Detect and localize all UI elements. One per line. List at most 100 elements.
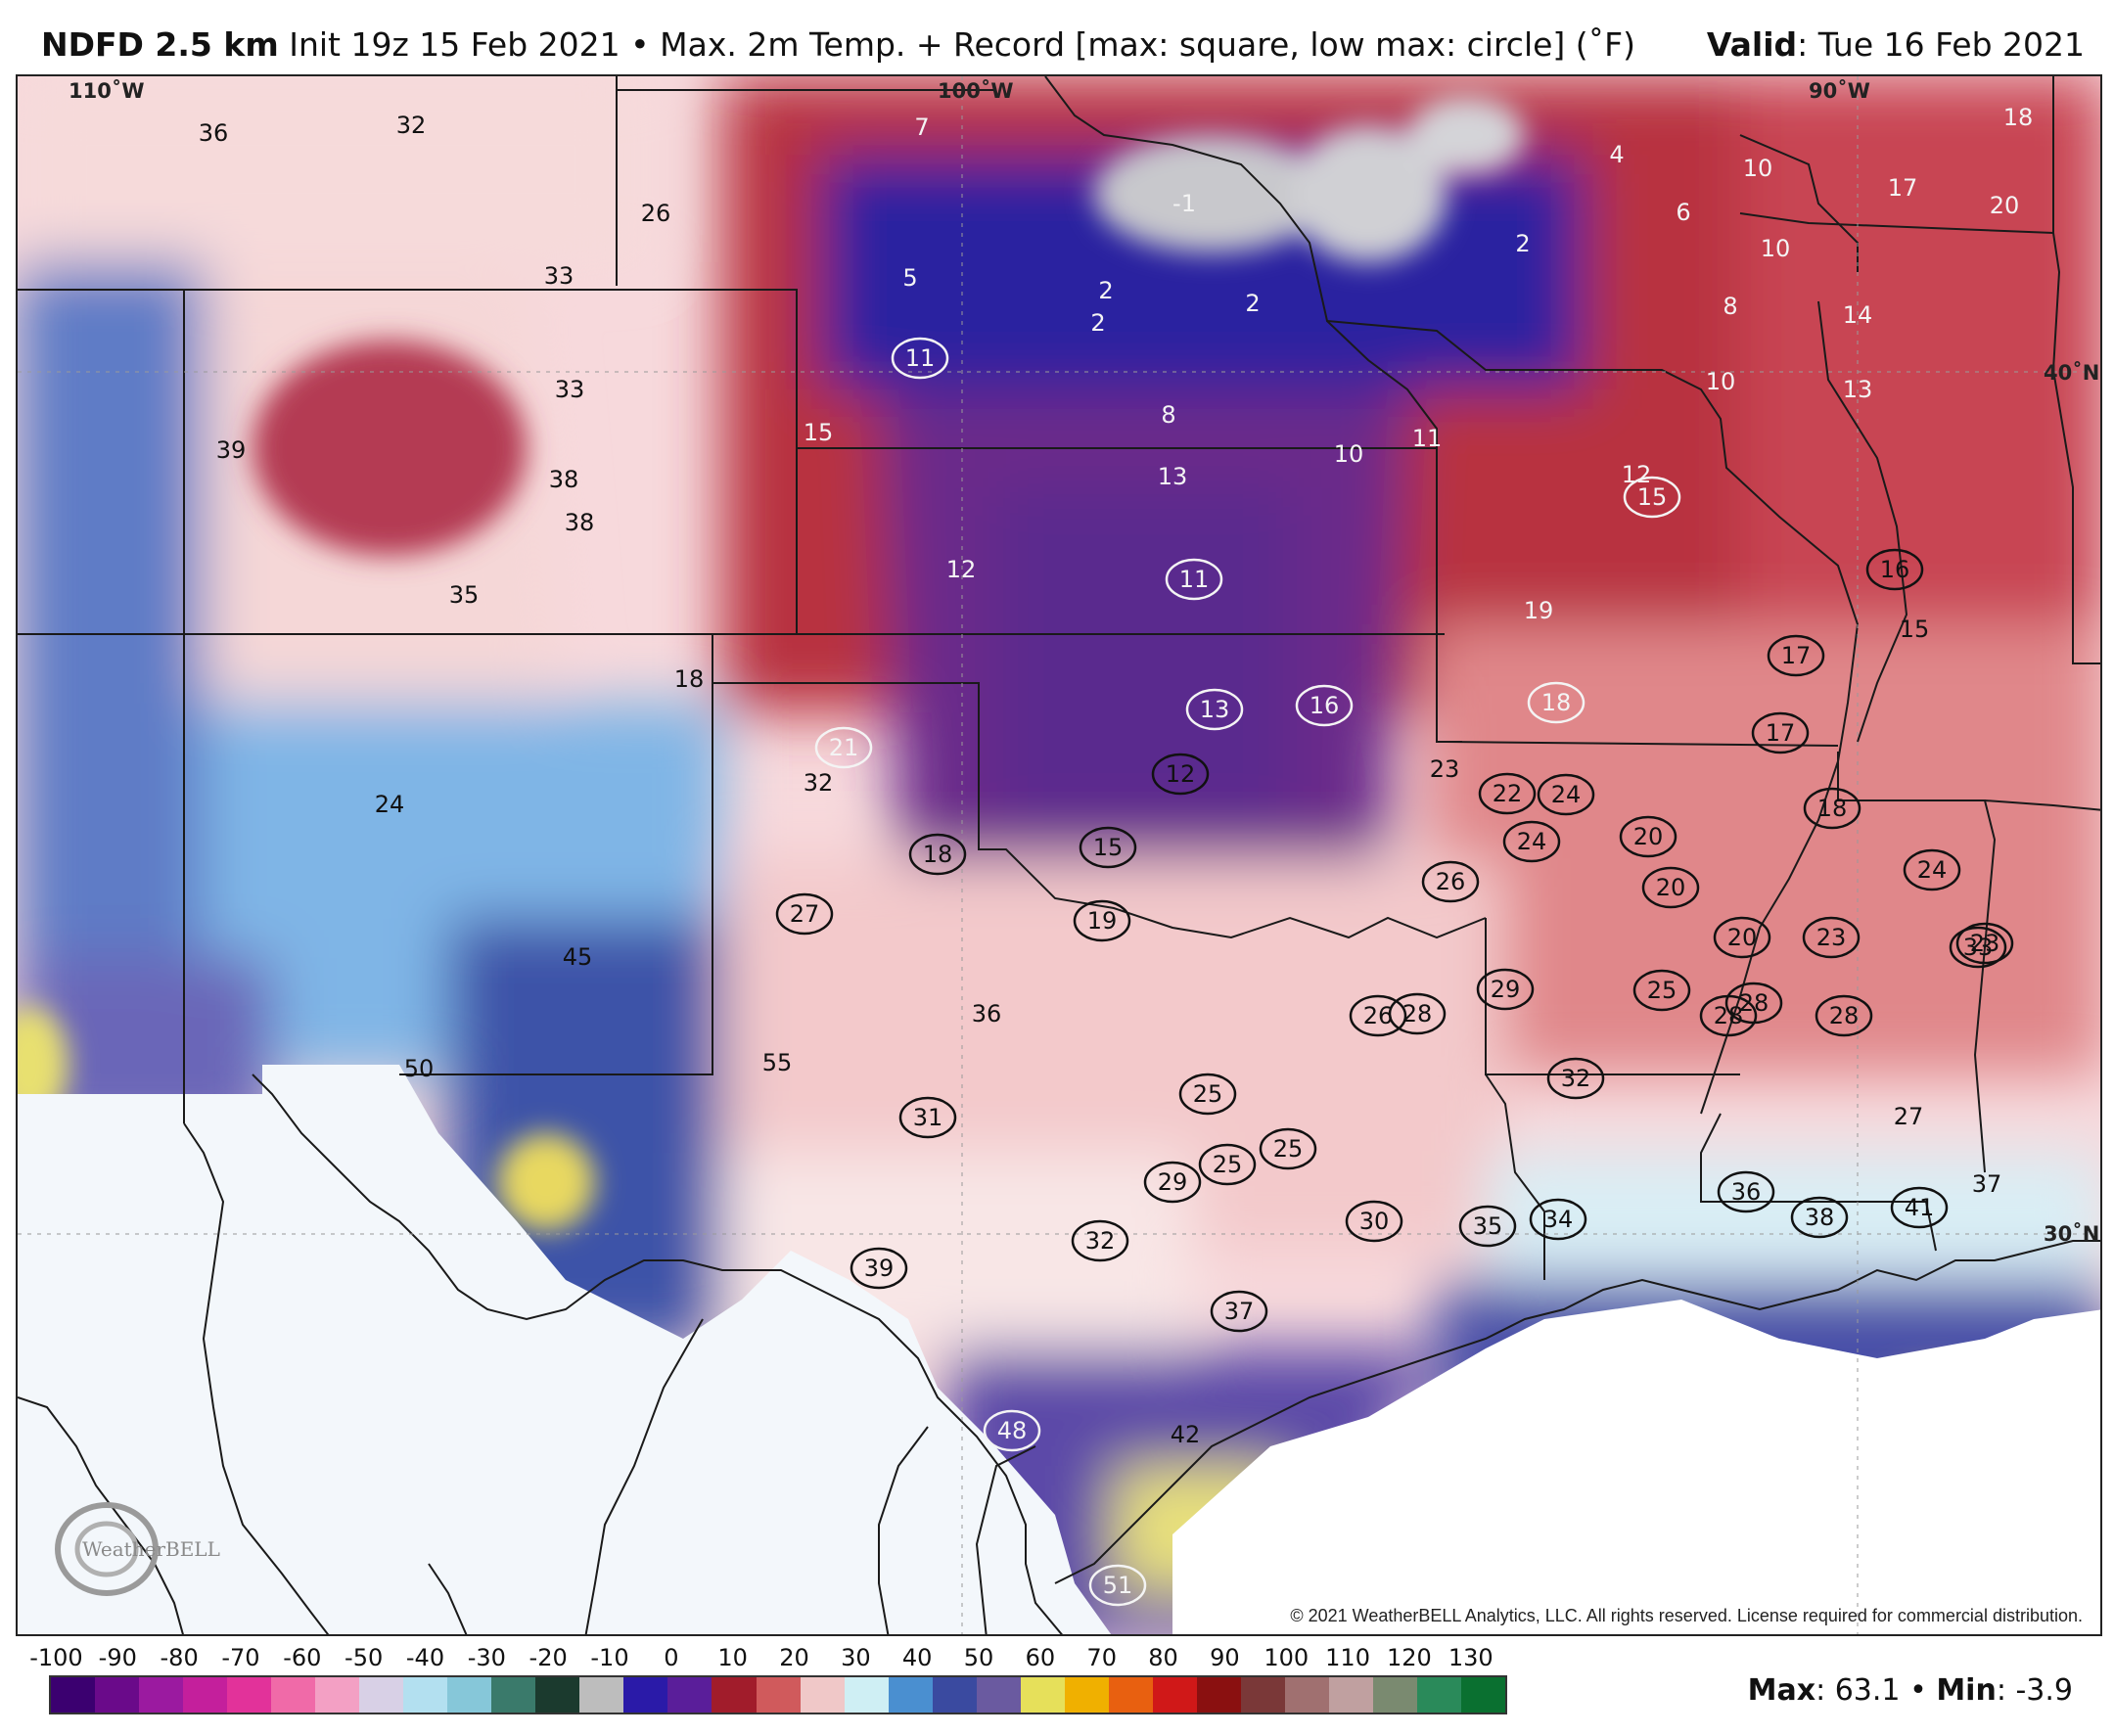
color-swatch: [579, 1677, 624, 1713]
boundaries: [18, 76, 2100, 1634]
color-swatch: [1461, 1677, 1506, 1713]
record-circle-shape: [1623, 476, 1681, 519]
temperature-map[interactable]: 110˚W 100˚W 90˚W 40˚N 30˚N 36 32 33 26 7 5 2 2 2…: [16, 74, 2102, 1636]
station-forecast-label: 8: [1723, 293, 1737, 320]
record-low-max-markers: 11 11 15 16 17 17 18 13 16 12 21 18 15 19 24 22 24 20 20 18…: [775, 337, 2014, 1607]
station-forecast-label: 10: [1334, 440, 1364, 468]
record-low-max-circle: 24: [1903, 848, 1961, 891]
station-forecast-label: 37: [1972, 1170, 2002, 1198]
record-circle-shape: [1079, 826, 1137, 869]
record-low-max-circle: 11: [1165, 558, 1223, 601]
record-circle-shape: [1529, 1198, 1587, 1241]
color-swatch: [447, 1677, 492, 1713]
scale-tick: -100: [29, 1644, 83, 1671]
station-forecast-label: 2: [1515, 230, 1530, 257]
record-low-max-circle: 20: [1641, 866, 1700, 909]
record-value-label: 11: [1179, 566, 1210, 593]
record-low-max-circle: 51: [1088, 1564, 1147, 1607]
graticule: [18, 76, 2100, 1634]
scale-tick: 100: [1264, 1644, 1310, 1671]
record-value-label: 41: [1905, 1194, 1935, 1221]
record-value-label: 15: [1093, 834, 1124, 861]
record-circle-shape: [1388, 992, 1447, 1035]
scale-tick: 20: [779, 1644, 809, 1671]
scale-tick: 60: [1025, 1644, 1056, 1671]
color-swatch: [227, 1677, 272, 1713]
station-forecast-label: 36: [199, 119, 229, 147]
product-name: Max. 2m Temp. + Record [max: square, low…: [660, 25, 1636, 64]
init-time: Init 19z 15 Feb 2021: [289, 25, 620, 64]
record-value-label: 26: [1363, 1002, 1394, 1029]
record-value-label: 25: [1273, 1135, 1304, 1163]
record-low-max-circle: 24: [1537, 773, 1595, 816]
scale-tick: -30: [467, 1644, 506, 1671]
record-low-max-circle: 15: [1623, 476, 1681, 519]
record-low-max-circle: 12: [1151, 753, 1210, 796]
record-value-label: 16: [1310, 692, 1340, 719]
color-swatch: [1284, 1677, 1329, 1713]
record-value-label: 39: [864, 1255, 895, 1282]
record-low-max-circle: 32: [1546, 1057, 1605, 1100]
record-circle-shape: [1345, 1200, 1403, 1243]
record-value-label: 51: [1103, 1572, 1133, 1599]
record-low-max-circle: 32: [1071, 1219, 1129, 1262]
record-value-label: 19: [1087, 907, 1118, 935]
record-circle-shape: [1071, 1219, 1129, 1262]
temperature-field: [18, 76, 2100, 1634]
record-circle-shape: [1210, 1290, 1268, 1333]
record-low-max-circle: 23: [1802, 916, 1861, 959]
color-swatch: [359, 1677, 404, 1713]
station-forecast-label: 15: [1900, 616, 1930, 643]
valid-value: : Tue 16 Feb 2021: [1797, 25, 2085, 64]
record-low-max-circle: 28: [1699, 994, 1758, 1037]
color-swatch: [712, 1677, 757, 1713]
color-swatch: [1196, 1677, 1241, 1713]
record-circle-shape: [1949, 926, 2007, 969]
record-value-label: 30: [1359, 1208, 1390, 1235]
record-low-max-circle: 37: [1210, 1290, 1268, 1333]
color-swatch: [51, 1677, 96, 1713]
record-circle-shape: [1865, 548, 1924, 591]
scale-tick: 80: [1148, 1644, 1178, 1671]
record-value-label: 28: [1829, 1002, 1860, 1029]
color-swatch: [976, 1677, 1021, 1713]
record-circle-shape: [1502, 820, 1561, 863]
scale-tick: 130: [1448, 1644, 1494, 1671]
color-swatch: [800, 1677, 845, 1713]
record-value-label: 20: [1633, 823, 1664, 850]
record-low-max-circle: 17: [1767, 634, 1825, 677]
scale-tick: 110: [1325, 1644, 1370, 1671]
record-value-label: 18: [1541, 689, 1572, 716]
record-low-max-circle: 24: [1502, 820, 1561, 863]
record-circle-shape: [814, 726, 873, 769]
weatherbell-logo: WeatherBELL: [53, 1495, 258, 1607]
station-forecast-label: 2: [1090, 309, 1105, 337]
lat-40-label: 40˚N: [2044, 361, 2099, 385]
station-forecast-label: 32: [396, 112, 427, 139]
record-value-label: 32: [1561, 1065, 1591, 1092]
copyright-notice: © 2021 WeatherBELL Analytics, LLC. All r…: [1290, 1606, 2083, 1625]
record-low-max-circle: 29: [1143, 1161, 1202, 1204]
scale-tick: -20: [528, 1644, 568, 1671]
record-circle-shape: [1619, 815, 1677, 858]
record-circle-shape: [1458, 1205, 1517, 1248]
record-circle-shape: [1088, 1564, 1147, 1607]
color-swatch: [932, 1677, 977, 1713]
valid-time: Valid: Tue 16 Feb 2021: [1707, 25, 2085, 64]
color-swatch: [183, 1677, 228, 1713]
record-low-max-circle: 36: [1717, 1170, 1775, 1213]
record-low-max-circle: 25: [1632, 969, 1691, 1012]
record-circle-shape: [1349, 994, 1407, 1037]
record-low-max-circle: 41: [1890, 1186, 1949, 1229]
station-forecast-label: 2: [1245, 290, 1260, 317]
record-low-max-circle: 16: [1295, 684, 1354, 727]
station-forecast-label: 42: [1171, 1421, 1201, 1448]
record-circle-shape: [1185, 688, 1244, 731]
station-forecast-label: 5: [902, 264, 917, 292]
station-forecast-label: 8: [1161, 401, 1175, 429]
station-forecast-label: 39: [216, 436, 247, 464]
record-low-max-circle: 20: [1619, 815, 1677, 858]
record-low-max-circle: 29: [1476, 968, 1535, 1011]
scale-tick: 40: [901, 1644, 933, 1671]
